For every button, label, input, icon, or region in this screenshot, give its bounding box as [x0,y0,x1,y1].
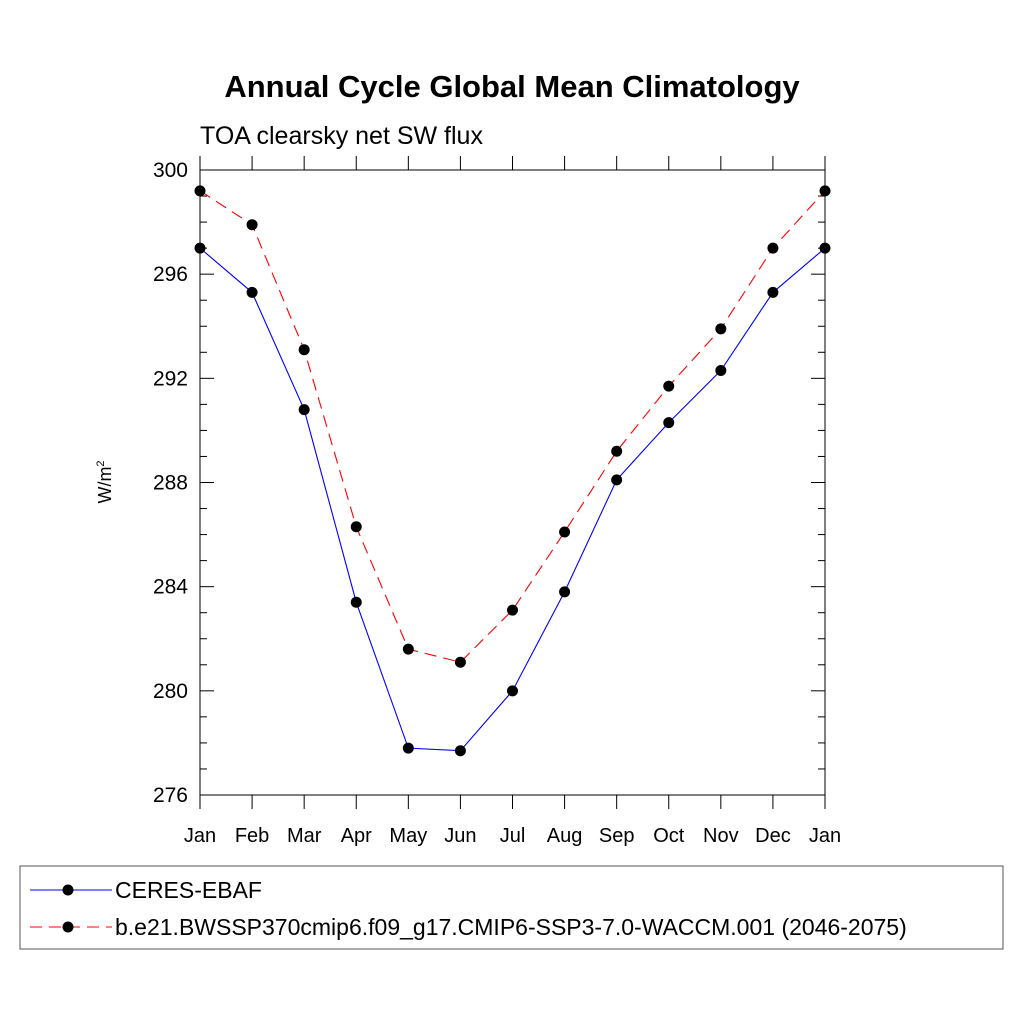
plot-frame [199,169,826,796]
data-point [767,286,779,298]
x-tick-label: Feb [235,825,269,847]
x-tick-label: Oct [653,825,685,847]
legend-item: b.e21.BWSSP370cmip6.f09_g17.CMIP6-SSP3-7… [30,914,907,940]
data-point [246,219,258,231]
legend-marker [62,884,74,896]
data-point [298,344,310,356]
data-point [767,242,779,254]
legend: CERES-EBAF b.e21.BWSSP370cmip6.f09_g17.CM… [30,877,907,940]
x-tick-label: Aug [547,825,583,847]
data-point [402,742,414,754]
data-point [819,242,831,254]
data-point [663,417,675,429]
data-point [611,445,623,457]
x-tick-label: Nov [703,825,739,847]
x-tick-label: Apr [341,825,372,847]
legend-label: CERES-EBAF [115,877,262,903]
data-point [819,185,831,197]
y-axis-label-main: W/m [95,467,115,504]
y-axis-label: W/m2 [95,460,115,503]
data-point [507,685,518,697]
series-layer [194,185,831,757]
axes-group: 276 280 284 288 292 296 300 Jan Feb Mar Apr May Jun J… [153,156,841,847]
data-point [194,242,206,254]
x-tick-label: Jul [500,825,526,847]
x-tick-label: Dec [755,825,791,847]
y-axis-label-superscript: 2 [95,460,107,466]
data-point [350,521,362,533]
series-line [199,190,826,663]
data-point [298,404,310,416]
legend-label: b.e21.BWSSP370cmip6.f09_g17.CMIP6-SSP3-7… [115,914,907,940]
data-point [194,185,206,197]
chart-subtitle: TOA clearsky net SW flux [200,122,483,150]
y-tick-label: 280 [153,680,188,703]
x-tick-label: Mar [287,825,322,847]
data-point [246,286,258,298]
data-point [559,526,571,538]
data-point [507,604,518,616]
series-2 [194,185,831,668]
series-1 [194,242,831,757]
y-tick-label: 284 [153,576,188,599]
x-tick-label: Jan [809,825,841,847]
data-point [611,474,623,486]
data-point [350,596,362,608]
y-tick-label: 292 [153,367,188,390]
legend-item: CERES-EBAF [30,877,262,903]
x-tick-label: May [389,825,427,847]
y-tick-label: 276 [153,784,188,807]
x-tick-label: Jun [444,825,476,847]
data-point [663,380,675,392]
data-point [715,365,727,377]
series-line [199,247,826,752]
x-tick-label: Sep [599,825,635,847]
chart-title: Annual Cycle Global Mean Climatology [224,69,800,104]
data-point [454,656,466,668]
y-tick-label: 288 [153,472,188,495]
x-tick-label: Jan [184,825,216,847]
data-point [402,643,414,655]
legend-marker [62,921,74,933]
y-tick-label: 300 [153,159,188,182]
data-point [454,745,466,757]
legend-box [19,865,1004,950]
y-tick-label: 296 [153,263,188,286]
data-point [715,323,727,335]
data-point [559,586,571,598]
